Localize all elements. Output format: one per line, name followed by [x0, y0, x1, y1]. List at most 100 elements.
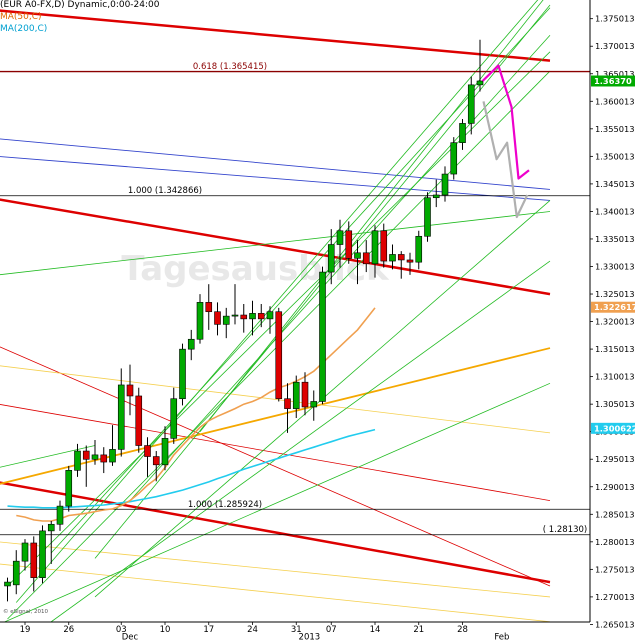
x-month-label-0: Dec: [122, 633, 139, 640]
level-label-0: 0.618 (1.365415): [193, 62, 267, 72]
candle-body-16: [144, 445, 151, 457]
candle-body-6: [56, 505, 64, 525]
y-tick-label-0: 1.375013: [595, 14, 635, 24]
candle-body-18: [161, 438, 169, 466]
candle-body-53: [467, 84, 475, 124]
trend-line-8: [0, 365, 551, 434]
y-tick-label-16: 1.295013: [595, 454, 635, 464]
candle-body-51: [450, 142, 458, 175]
y-tick-label-1: 1.370013: [595, 41, 635, 51]
y-tick-label-11: 1.320013: [595, 317, 635, 327]
y-tick-label-7: 1.340013: [595, 206, 635, 216]
price-tag-2: 1.300622: [594, 423, 635, 433]
x-tick-label-7: 07: [326, 625, 337, 635]
y-tick-label-22: 1.265013: [595, 619, 635, 629]
candle-body-44: [389, 254, 396, 262]
candle-body-36: [319, 271, 326, 402]
trend-line-18: [15, 0, 539, 603]
x-month-label-2: Feb: [494, 633, 509, 640]
candle-body-7: [65, 470, 73, 507]
candle-body-2: [21, 542, 29, 562]
x-tick-label-10: 28: [457, 625, 468, 635]
candle-body-20: [179, 348, 186, 400]
candle-body-14: [126, 384, 134, 397]
trend-line-17: [0, 211, 551, 276]
x-tick-label-8: 14: [370, 625, 381, 635]
x-tick-label-4: 17: [203, 625, 214, 635]
trend-line-19: [50, 7, 551, 554]
ma50-line: [16, 307, 376, 522]
candle-body-25: [222, 315, 230, 325]
x-tick-label-9: 21: [413, 625, 424, 635]
candle-body-43: [380, 230, 388, 262]
candle-body-30: [266, 311, 274, 320]
price-tag-bg-1: [591, 301, 635, 313]
candle-body-15: [135, 395, 143, 446]
y-tick-label-2: 1.365013: [595, 69, 635, 79]
y-tick-label-3: 1.360013: [595, 96, 635, 106]
y-tick-label-8: 1.335013: [595, 234, 635, 244]
candle-body-31: [275, 311, 283, 400]
candle-body-39: [345, 230, 353, 259]
candle-body-28: [249, 313, 256, 320]
y-tick-label-18: 1.285013: [595, 509, 635, 519]
candle-body-38: [336, 230, 344, 245]
level-label-4: ( 1.26280): [543, 627, 587, 637]
candle-body-54: [476, 80, 484, 86]
candle-body-49: [432, 194, 440, 199]
trend-line-11: [3, 382, 551, 622]
candle-body-40: [354, 252, 361, 259]
candle-body-11: [100, 454, 108, 463]
y-tick-label-4: 1.355013: [595, 124, 635, 134]
price-tag-1: 1.322617: [594, 302, 635, 312]
level-label-2: 1.000 (1.285924): [188, 500, 262, 510]
candle-body-22: [196, 302, 204, 340]
forecast-pink-path: [481, 64, 530, 180]
y-tick-label-9: 1.330013: [595, 261, 635, 271]
x-tick-label-6: 31: [291, 625, 302, 635]
candle-body-41: [362, 252, 370, 265]
trend-line-1: [0, 198, 551, 296]
forecast-gray-path: [482, 101, 529, 219]
candle-body-26: [231, 314, 239, 317]
candle-body-52: [459, 123, 466, 143]
level-label-1: 1.000 (1.342866): [128, 186, 202, 196]
trend-line-20: [129, 35, 551, 501]
candle-body-8: [74, 450, 81, 471]
candle-body-12: [109, 449, 116, 463]
y-tick-label-12: 1.315013: [595, 344, 635, 354]
candle-body-27: [240, 314, 248, 320]
candle-body-45: [397, 254, 405, 261]
trend-line-7: [0, 347, 551, 485]
y-tick-label-14: 1.305013: [595, 399, 635, 409]
x-month-label-1: 2013: [299, 633, 321, 640]
candle-body-23: [205, 302, 213, 313]
trend-line-4: [0, 404, 551, 501]
y-tick-label-6: 1.345013: [595, 179, 635, 189]
candle-body-35: [310, 401, 318, 408]
x-tick-label-2: 03: [116, 625, 127, 635]
candle-body-47: [415, 235, 423, 263]
trend-line-9: [0, 541, 551, 598]
y-tick-label-20: 1.275013: [595, 564, 635, 574]
trend-line-0: [0, 9, 551, 62]
y-tick-label-17: 1.290013: [595, 482, 635, 492]
candle-body-10: [91, 454, 99, 460]
trend-line-21: [199, 0, 544, 433]
credit-label: © eSignal, 2010: [3, 608, 49, 615]
x-tick-label-5: 24: [247, 625, 258, 635]
candle-body-29: [257, 313, 265, 320]
y-tick-label-10: 1.325013: [595, 289, 635, 299]
x-tick-label-3: 10: [160, 625, 171, 635]
y-tick-label-19: 1.280013: [595, 537, 635, 547]
candle-body-50: [441, 173, 449, 196]
candle-body-21: [187, 338, 195, 350]
price-tag-bg-2: [591, 422, 635, 434]
y-tick-label-5: 1.350013: [595, 151, 635, 161]
candle-body-1: [12, 560, 20, 586]
candle-body-4: [39, 530, 46, 578]
candle-body-17: [152, 456, 160, 466]
candle-body-24: [214, 311, 221, 325]
price-tag-0: 1.36370: [594, 76, 632, 86]
